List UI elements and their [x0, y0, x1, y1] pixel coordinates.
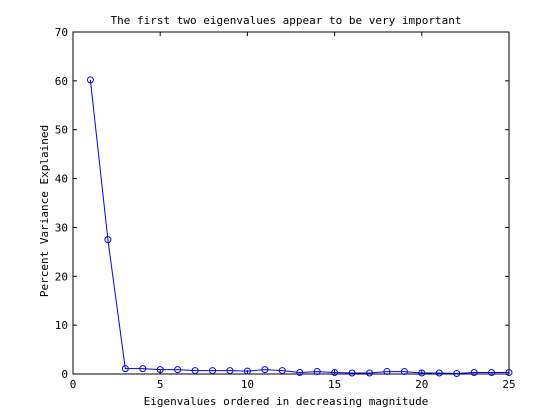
series-group	[86, 76, 513, 378]
data-point	[400, 368, 408, 376]
data-point	[86, 76, 94, 84]
data-point	[278, 367, 286, 375]
data-point	[209, 367, 217, 375]
x-tick-label: 15	[328, 378, 341, 391]
y-tick-label: 30	[55, 221, 68, 234]
data-point	[383, 368, 391, 376]
data-point	[191, 367, 199, 375]
y-tick-label: 10	[55, 319, 68, 332]
series-line	[89, 79, 509, 375]
data-point	[470, 369, 478, 377]
plot-area	[72, 31, 510, 375]
x-tick-label: 25	[502, 378, 515, 391]
x-axis-label: Eigenvalues ordered in decreasing magnit…	[144, 395, 429, 408]
data-point	[418, 369, 426, 377]
x-tick-label: 5	[157, 378, 164, 391]
data-point	[121, 365, 129, 373]
y-tick-label: 40	[55, 173, 68, 186]
data-point	[104, 236, 112, 244]
tick-labels: 0 5 10 15 20 25 0 10 20 30 40 50 60 70	[55, 26, 516, 391]
data-point	[296, 369, 304, 377]
y-tick-label: 70	[55, 26, 68, 39]
data-point	[243, 367, 251, 375]
x-tick-label: 10	[241, 378, 254, 391]
data-point	[313, 368, 321, 376]
y-tick-label: 20	[55, 270, 68, 283]
data-point	[348, 369, 356, 377]
y-tick-label: 60	[55, 75, 68, 88]
data-point	[365, 369, 373, 377]
data-point	[331, 369, 339, 377]
y-axis-label: Percent Variance Explained	[38, 125, 51, 297]
chart-title: The first two eigenvalues appear to be v…	[111, 14, 462, 27]
x-tick-label: 0	[70, 378, 77, 391]
data-point	[156, 366, 164, 374]
data-point	[505, 369, 513, 377]
data-point	[453, 370, 461, 378]
data-point	[261, 366, 269, 374]
data-point	[435, 369, 443, 377]
x-tick-label: 20	[415, 378, 428, 391]
data-point	[488, 369, 496, 377]
y-tick-label: 0	[61, 368, 68, 381]
data-point	[139, 365, 147, 373]
y-tick-label: 50	[55, 124, 68, 137]
data-point	[174, 366, 182, 374]
data-point	[226, 367, 234, 375]
